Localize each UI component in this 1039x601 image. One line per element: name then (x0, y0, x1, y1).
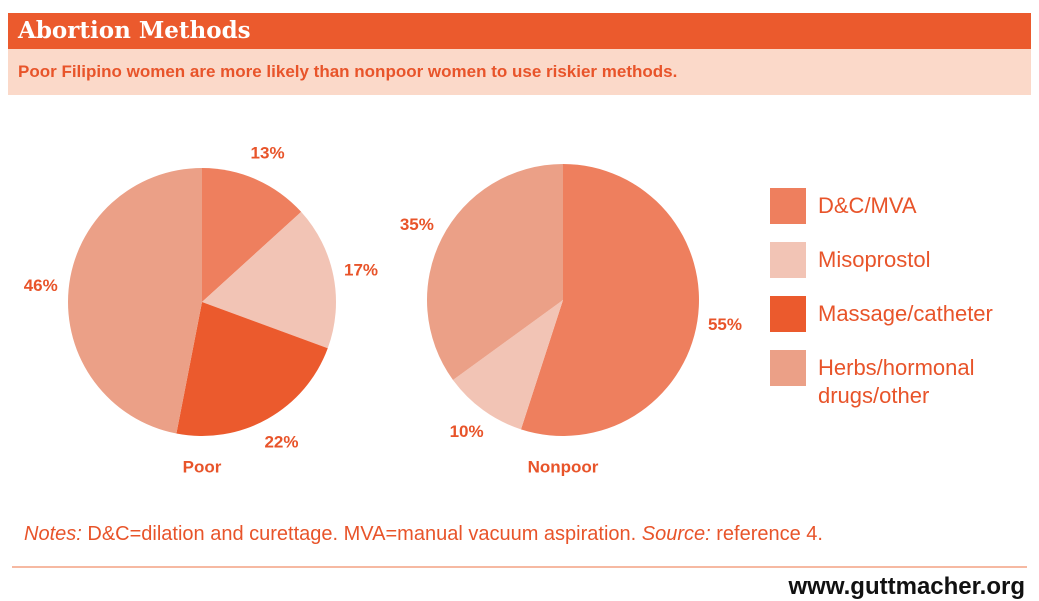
slice-label: 22% (264, 433, 298, 452)
legend-item: Massage/catheter (770, 296, 1010, 332)
legend-swatch (770, 242, 806, 278)
pie-slice (202, 211, 337, 349)
pie-slice (202, 168, 302, 302)
slice-label: 10% (450, 422, 484, 441)
legend-swatch (770, 296, 806, 332)
pie-slice (427, 164, 563, 380)
pie-label: Poor (183, 457, 222, 476)
slice-label: 46% (24, 276, 58, 295)
title: Abortion Methods (8, 13, 1031, 49)
slice-label: 13% (251, 143, 285, 162)
notes-label: Notes: (24, 523, 82, 545)
pie-slice (452, 300, 563, 430)
footer: www.guttmacher.org (788, 573, 1025, 600)
subtitle: Poor Filipino women are more likely than… (8, 49, 1031, 95)
source-label: Source: (641, 523, 711, 545)
pie-slice (67, 168, 202, 434)
legend-swatch (770, 350, 806, 386)
slice-label: 17% (344, 261, 378, 280)
legend: D&C/MVA Misoprostol Massage/catheter Herbs/… (770, 188, 1010, 428)
legend-label: D&C/MVA (818, 193, 917, 218)
source-text: reference 4. (710, 523, 823, 545)
notes: Notes: D&C=dilation and curettage. MVA=m… (24, 523, 823, 546)
legend-label: Misoprostol (818, 247, 931, 272)
legend-label: Herbs/hormonal drugs/other (818, 355, 975, 408)
pie-slice (176, 302, 328, 436)
pie-slice (520, 164, 700, 436)
legend-item: D&C/MVA (770, 188, 1010, 224)
rule (12, 566, 1027, 568)
notes-text: D&C=dilation and curettage. MVA=manual v… (81, 523, 642, 545)
pie-label: Nonpoor (528, 457, 599, 476)
slice-label: 35% (400, 215, 434, 234)
legend-swatch (770, 188, 806, 224)
slice-label: 55% (708, 315, 742, 334)
legend-item: Misoprostol (770, 242, 1010, 278)
legend-label: Massage/catheter (818, 301, 993, 326)
legend-item: Herbs/hormonal drugs/other (770, 350, 1010, 410)
